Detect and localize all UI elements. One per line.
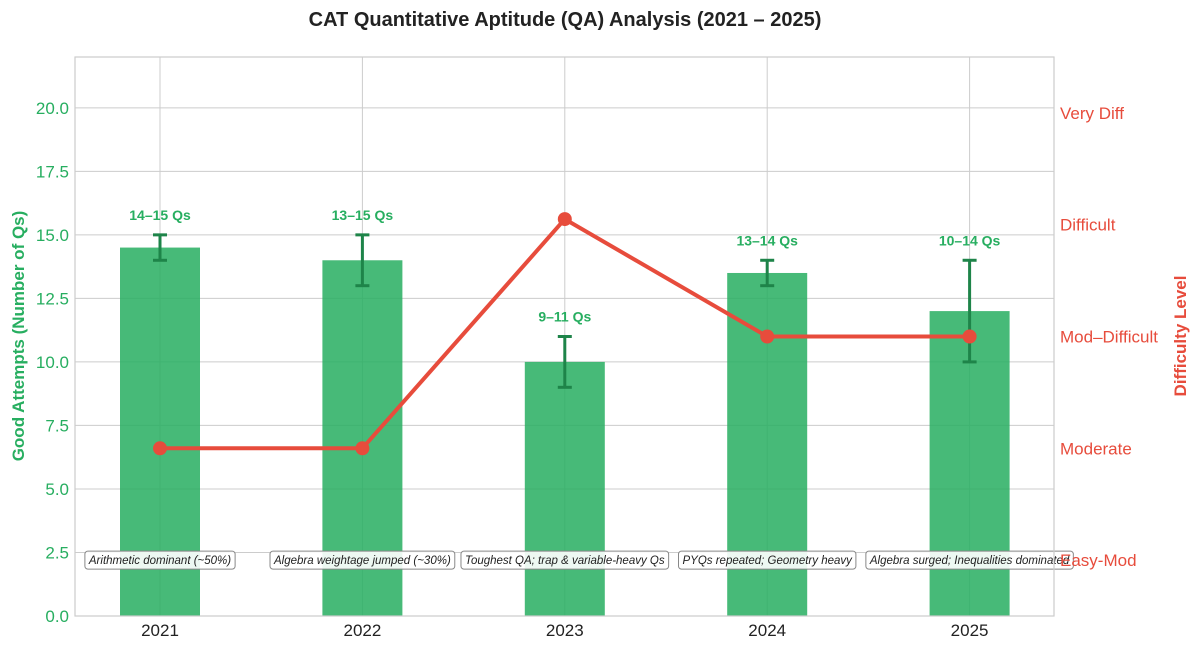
annotation: Toughest QA; trap & variable-heavy Qs <box>460 550 670 570</box>
annotation-box <box>84 550 236 570</box>
y-axis-label-left: Good Attempts (Number of Qs) <box>9 211 28 462</box>
y-tick-label-right: Very Diff <box>1060 104 1124 123</box>
difficulty-point <box>962 329 977 344</box>
y-tick-label-left: 2.5 <box>45 543 69 562</box>
plot-frame <box>74 56 1055 617</box>
y-tick-label-left: 12.5 <box>36 289 69 308</box>
annotation-box <box>269 550 456 570</box>
annotation-text: Algebra weightage jumped (~30%) <box>273 555 451 567</box>
annotation: PYQs repeated; Geometry heavy <box>678 550 857 570</box>
y-tick-label-left: 17.5 <box>36 162 69 181</box>
annotation-box <box>865 550 1074 570</box>
bar <box>524 361 605 616</box>
y-tick-label-right: Moderate <box>1060 439 1132 458</box>
y-tick-label-left: 10.0 <box>36 353 69 372</box>
annotation-text: Algebra surged; Inequalities dominated <box>869 555 1070 567</box>
chart-title: CAT Quantitative Aptitude (QA) Analysis … <box>309 9 822 31</box>
annotation: Algebra surged; Inequalities dominated <box>865 550 1074 570</box>
bar-labels-layer: 14–15 Qs 13–15 Qs 9–11 Qs 13–14 Qs 10–14 Qs <box>129 207 1000 325</box>
y-tick-label-right: Easy-Mod <box>1060 551 1137 570</box>
y-tick-label-right: Difficult <box>1060 216 1116 235</box>
y-tick-label-left: 5.0 <box>45 480 69 499</box>
bar-value-label: 13–14 Qs <box>736 232 798 248</box>
difficulty-point <box>760 329 775 344</box>
difficulty-line-layer <box>153 212 977 456</box>
annotation-box <box>678 550 857 570</box>
annotations-layer: Arithmetic dominant (~50%) Algebra weight… <box>84 550 1074 570</box>
bar-value-label: 10–14 Qs <box>939 232 1001 248</box>
y-tick-label-left: 7.5 <box>45 416 69 435</box>
y-tick-label-left: 0.0 <box>45 607 69 626</box>
y-tick-label-left: 15.0 <box>36 226 69 245</box>
bar-value-label: 14–15 Qs <box>129 207 191 223</box>
difficulty-point <box>153 441 167 456</box>
bar-value-label: 13–15 Qs <box>332 207 394 223</box>
difficulty-point <box>557 212 572 227</box>
y-tick-label-right: Mod–Difficult <box>1060 328 1158 347</box>
x-tick-label: 2023 <box>546 621 584 640</box>
annotation-text: PYQs repeated; Geometry heavy <box>683 555 854 567</box>
annotation: Algebra weightage jumped (~30%) <box>269 550 456 570</box>
annotation: Arithmetic dominant (~50%) <box>84 550 236 570</box>
y-axis-label-right: Difficulty Level <box>1171 276 1190 397</box>
x-tick-label: 2021 <box>141 621 179 640</box>
annotation-box <box>460 550 670 570</box>
y-tick-label-left: 20.0 <box>36 99 69 118</box>
error-bars-layer <box>153 233 977 389</box>
x-tick-label: 2022 <box>343 621 381 640</box>
difficulty-point <box>355 441 370 456</box>
x-tick-label: 2025 <box>951 621 989 640</box>
annotation-text: Arithmetic dominant (~50%) <box>88 555 231 567</box>
bar-value-label: 9–11 Qs <box>538 309 591 325</box>
x-tick-label: 2024 <box>748 621 786 640</box>
axes-layer: 0.0 2.5 5.0 7.5 10.0 12.5 15.0 17.5 20.0 2021 2022… <box>36 56 1158 640</box>
annotation-text: Toughest QA; trap & variable-heavy Qs <box>465 555 665 567</box>
